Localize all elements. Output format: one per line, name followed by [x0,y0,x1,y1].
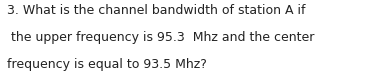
Text: frequency is equal to 93.5 Mhz?: frequency is equal to 93.5 Mhz? [7,58,206,71]
Text: the upper frequency is 95.3  Mhz and the center: the upper frequency is 95.3 Mhz and the … [7,31,314,44]
Text: 3. What is the channel bandwidth of station A if: 3. What is the channel bandwidth of stat… [7,4,305,17]
